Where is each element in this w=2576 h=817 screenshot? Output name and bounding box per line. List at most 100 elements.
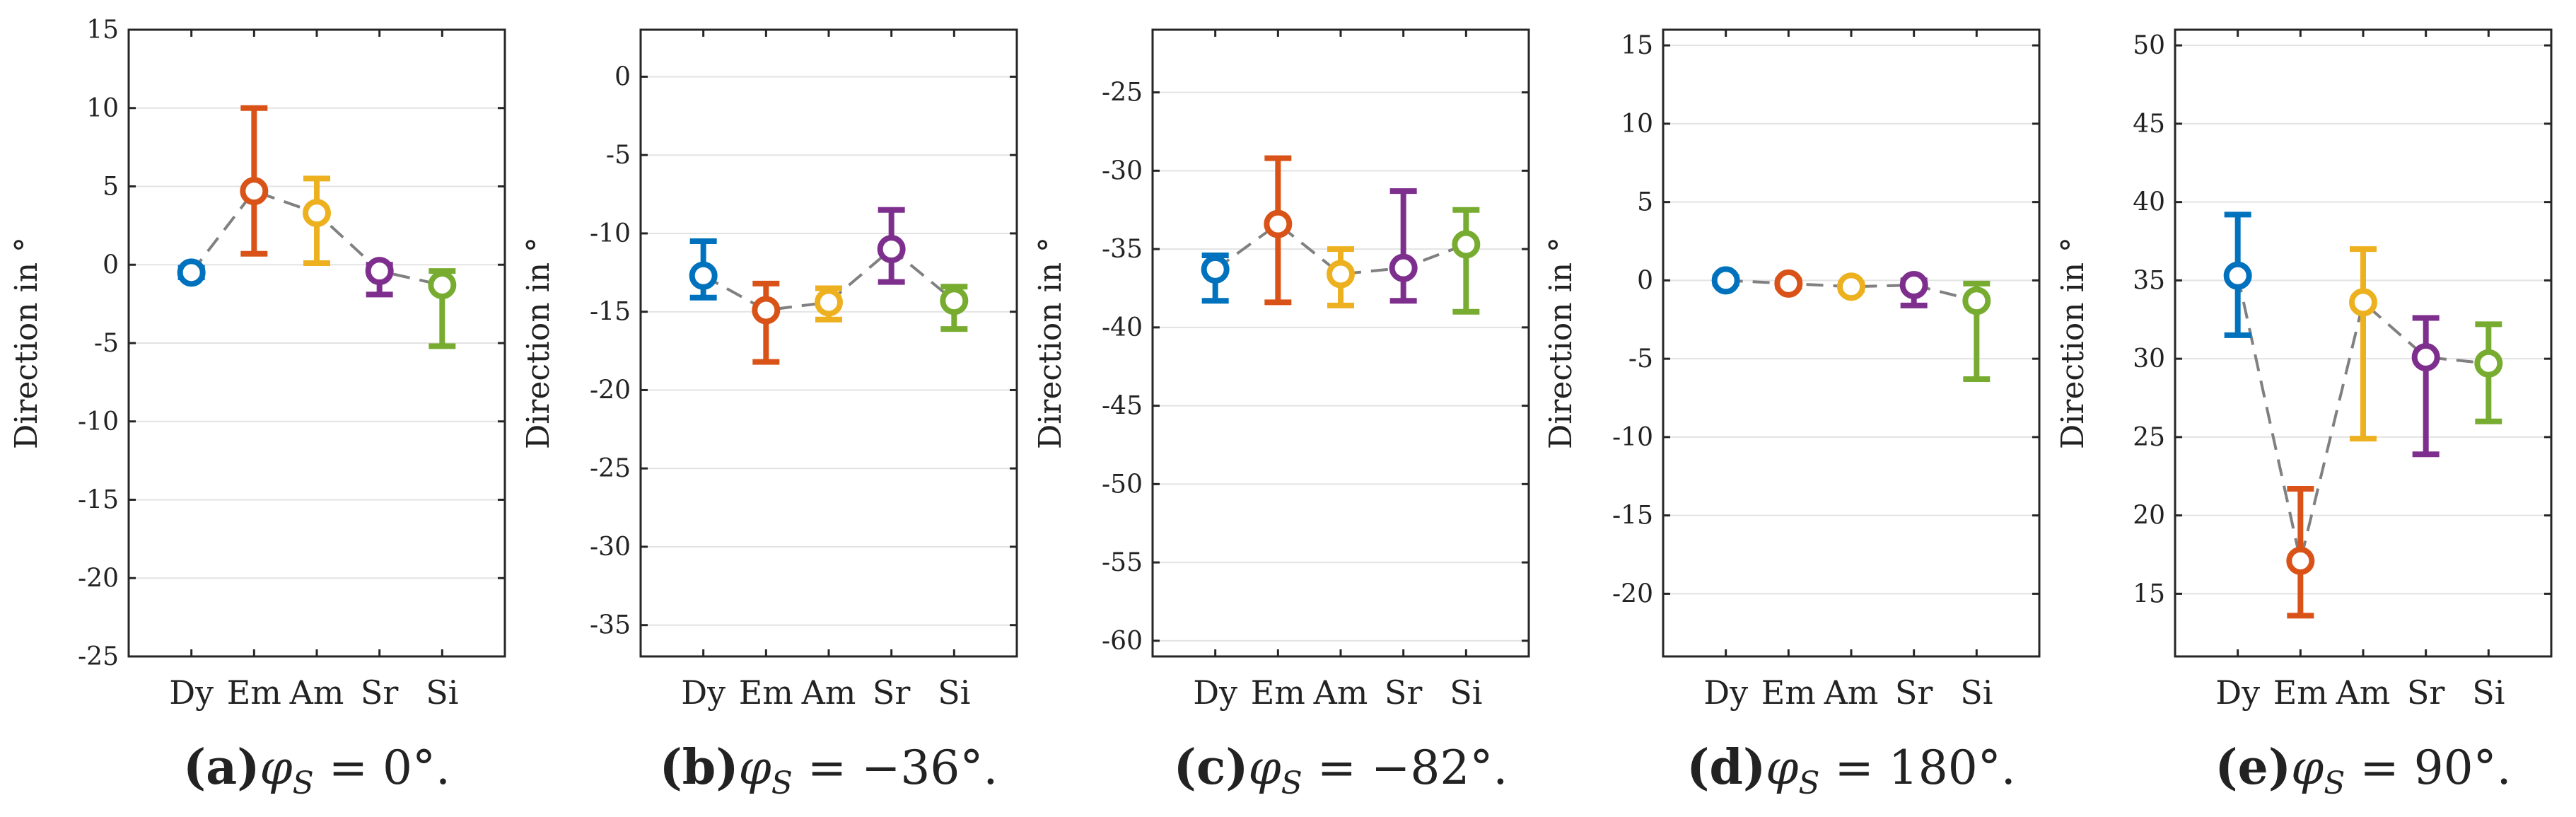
data-point bbox=[1201, 255, 1230, 284]
y-axis-label: Direction in ° bbox=[8, 237, 45, 449]
data-point bbox=[1452, 230, 1481, 259]
y-tick-label: -5 bbox=[94, 329, 119, 358]
x-tick-label: Sr bbox=[1895, 673, 1933, 712]
subplot-caption: (e)φS = 90°. bbox=[2215, 739, 2511, 801]
x-tick-label: Si bbox=[1960, 673, 1993, 712]
series-line bbox=[2236, 275, 2489, 562]
y-tick-label: -35 bbox=[590, 611, 631, 640]
y-tick-label: -40 bbox=[1102, 313, 1143, 342]
data-point bbox=[365, 257, 394, 286]
caption-value: = 180°. bbox=[1820, 741, 2016, 795]
y-tick-label: 30 bbox=[2133, 344, 2165, 373]
y-tick-label: -10 bbox=[590, 219, 631, 248]
y-tick-label: 10 bbox=[1621, 110, 1653, 139]
subplot-caption: (b)φS = −36°. bbox=[660, 739, 998, 801]
y-tick-label: 50 bbox=[2133, 31, 2165, 60]
subplot-e: 50 45 40 35 30 25 20 15 Dy Em Am Sr Si Direction in °… bbox=[2055, 28, 2553, 801]
subplot-b: 0 -5 -10 -15 -20 -25 -30 -35 Dy Em Am Sr Si Direction… bbox=[520, 28, 1018, 801]
caption-subscript: S bbox=[771, 765, 793, 801]
caption-value: = 90°. bbox=[2345, 741, 2511, 795]
x-tick-label: Am bbox=[801, 673, 856, 712]
x-tick-label: Em bbox=[1251, 673, 1305, 712]
y-tick-label: -15 bbox=[78, 486, 119, 515]
data-point bbox=[2286, 546, 2315, 575]
subplot-d: 15 10 5 0 -5 -10 -15 -20 Dy Em Am Sr Si Direction in … bbox=[1543, 28, 2041, 801]
data-point bbox=[1899, 271, 1928, 300]
y-tick-label: 15 bbox=[86, 16, 119, 45]
caption-subscript: S bbox=[2324, 765, 2345, 801]
x-tick-label: Em bbox=[1761, 673, 1816, 712]
y-tick-label: -10 bbox=[1612, 423, 1653, 452]
data-point bbox=[2411, 342, 2440, 371]
y-tick-label: -15 bbox=[590, 298, 631, 327]
subplot-c: -25 -30 -35 -40 -45 -50 -55 -60 Dy Em Am Sr Si Direct… bbox=[1032, 28, 1530, 801]
y-tick-label: 10 bbox=[86, 94, 119, 123]
y-tick-label: -60 bbox=[1102, 627, 1143, 656]
y-tick-label: -35 bbox=[1102, 235, 1143, 264]
y-tick-label: 0 bbox=[1637, 266, 1653, 295]
caption-subscript: S bbox=[1798, 765, 1819, 801]
x-tick-label: Si bbox=[426, 673, 458, 712]
caption-variable: φ bbox=[2291, 741, 2324, 795]
error-bar bbox=[2350, 246, 2377, 442]
x-tick-label: Am bbox=[2336, 673, 2391, 712]
y-tick-label: -25 bbox=[1102, 79, 1143, 108]
caption-variable: φ bbox=[739, 741, 771, 795]
y-axis-label: Direction in ° bbox=[1032, 237, 1068, 449]
data-point bbox=[240, 177, 269, 206]
x-tick-label: Dy bbox=[1703, 673, 1748, 712]
y-tick-label: -20 bbox=[590, 376, 631, 405]
y-tick-label: 40 bbox=[2133, 188, 2165, 217]
y-tick-label: 0 bbox=[614, 62, 631, 91]
y-tick-label: -20 bbox=[1612, 579, 1653, 608]
data-point bbox=[1389, 253, 1418, 282]
caption-subscript: S bbox=[293, 765, 314, 801]
axes-frame bbox=[639, 28, 1018, 658]
y-tick-label: -55 bbox=[1102, 548, 1143, 577]
x-tick-label: Si bbox=[1450, 673, 1482, 712]
caption-letter: (b) bbox=[660, 739, 739, 796]
y-tick-label: -5 bbox=[1628, 344, 1653, 373]
caption-variable: φ bbox=[260, 741, 292, 795]
y-tick-label: 25 bbox=[2133, 423, 2165, 452]
x-tick-label: Am bbox=[1824, 673, 1879, 712]
y-tick-label: 5 bbox=[103, 173, 119, 202]
y-tick-label: -25 bbox=[590, 454, 631, 483]
data-point bbox=[1264, 209, 1293, 238]
data-point bbox=[2349, 288, 2377, 317]
data-point bbox=[177, 258, 206, 287]
y-tick-label: -50 bbox=[1102, 470, 1143, 499]
x-tick-label: Sr bbox=[2407, 673, 2445, 712]
y-axis-label: Direction in ° bbox=[2055, 237, 2091, 449]
subplot-caption: (a)φS = 0°. bbox=[183, 739, 450, 801]
y-tick-label: -15 bbox=[1612, 502, 1653, 531]
data-point bbox=[689, 261, 718, 290]
caption-variable: φ bbox=[1248, 741, 1281, 795]
subplot-caption: (d)φS = 180°. bbox=[1686, 739, 2016, 801]
error-bar bbox=[1389, 188, 1417, 304]
subplot-a: 15 10 5 0 -5 -10 -15 -20 -25 Dy Em Am Sr Si Direction … bbox=[8, 16, 506, 801]
data-point bbox=[2474, 349, 2503, 378]
x-tick-label: Sr bbox=[361, 673, 399, 712]
y-tick-label: -30 bbox=[1102, 156, 1143, 185]
data-point bbox=[1837, 272, 1865, 301]
x-tick-label: Dy bbox=[2215, 673, 2260, 712]
caption-letter: (d) bbox=[1686, 739, 1766, 796]
data-point bbox=[2223, 261, 2252, 290]
x-tick-label: Sr bbox=[1385, 673, 1423, 712]
caption-subscript: S bbox=[1281, 765, 1302, 801]
caption-variable: φ bbox=[1766, 741, 1798, 795]
x-tick-label: Em bbox=[739, 673, 793, 712]
x-tick-label: Dy bbox=[1193, 673, 1237, 712]
y-tick-label: 35 bbox=[2133, 266, 2165, 295]
y-tick-label: 15 bbox=[2133, 579, 2165, 608]
data-point bbox=[428, 271, 457, 300]
y-tick-label: -45 bbox=[1102, 392, 1143, 421]
x-tick-label: Am bbox=[1313, 673, 1368, 712]
data-point bbox=[752, 296, 781, 325]
x-tick-label: Si bbox=[2472, 673, 2505, 712]
data-point bbox=[940, 286, 969, 315]
data-point bbox=[303, 199, 331, 228]
caption-letter: (e) bbox=[2215, 739, 2291, 796]
subplot-caption: (c)φS = −82°. bbox=[1174, 739, 1508, 801]
